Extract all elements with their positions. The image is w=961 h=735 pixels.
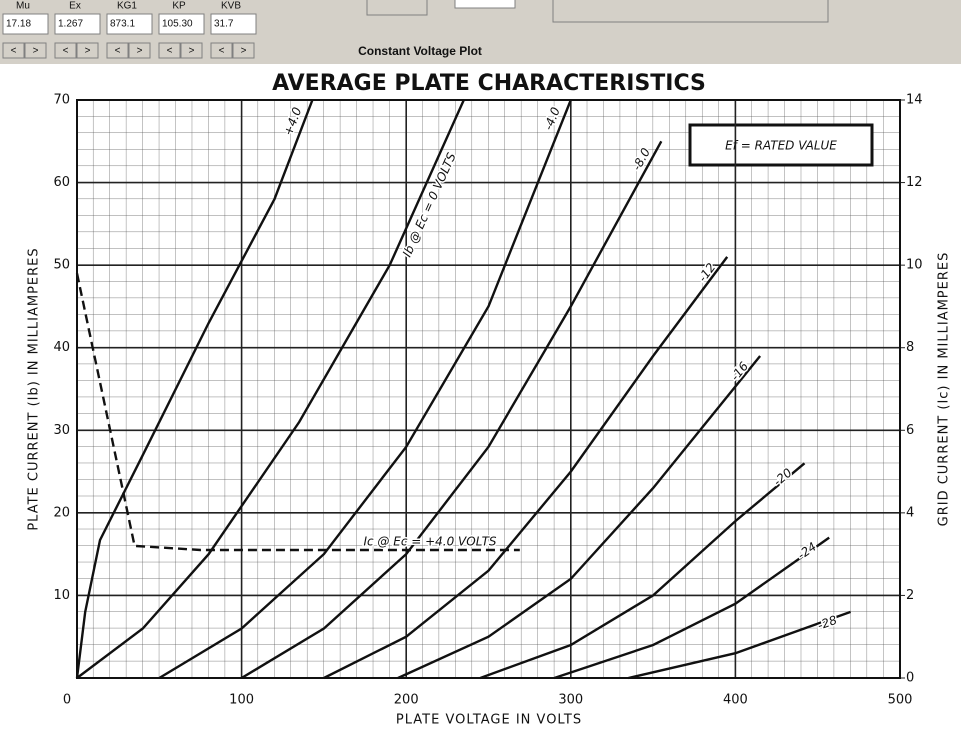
param-input[interactable] bbox=[54, 13, 101, 35]
step-button-label: < bbox=[167, 46, 173, 57]
x-axis-label: PLATE VOLTAGE IN VOLTS bbox=[396, 713, 582, 728]
x-tick-label: 200 bbox=[394, 693, 419, 708]
curve bbox=[75, 99, 314, 679]
curve bbox=[323, 256, 729, 680]
step-button[interactable] bbox=[232, 42, 255, 59]
y-tick-label: 70 bbox=[53, 93, 70, 108]
y-tick-label: 60 bbox=[53, 175, 70, 190]
step-button[interactable] bbox=[2, 42, 25, 59]
annotation: Ef = RATED VALUE bbox=[725, 139, 837, 153]
param-input[interactable] bbox=[210, 13, 257, 35]
param-label: KG1 bbox=[117, 1, 137, 12]
curve bbox=[75, 273, 520, 552]
step-button[interactable] bbox=[76, 42, 99, 59]
y-tick-label: 20 bbox=[53, 505, 70, 520]
y-axis-label: PLATE CURRENT (Ib) IN MILLIAMPERES bbox=[27, 247, 42, 530]
y2-tick-label: 12 bbox=[906, 175, 923, 190]
curve bbox=[397, 355, 762, 680]
y2-tick-label: 0 bbox=[906, 671, 914, 686]
step-button-label: > bbox=[137, 46, 143, 57]
y-tick-label: 30 bbox=[53, 423, 70, 438]
plot-frame bbox=[76, 99, 901, 679]
plot-label: Constant Voltage Plot bbox=[358, 44, 482, 58]
param-label: KP bbox=[172, 1, 186, 12]
param-label: Ex bbox=[69, 1, 81, 12]
curve bbox=[158, 99, 572, 680]
curve bbox=[628, 610, 852, 680]
step-button[interactable] bbox=[24, 42, 47, 59]
param-input[interactable] bbox=[106, 13, 153, 35]
curve bbox=[240, 140, 663, 680]
y2-tick-label: 4 bbox=[906, 505, 914, 520]
step-button-label: < bbox=[63, 46, 69, 57]
x-tick-label: 300 bbox=[558, 693, 583, 708]
param-value: 873.1 bbox=[110, 19, 135, 30]
step-button[interactable] bbox=[210, 42, 233, 59]
param-value: 17.18 bbox=[6, 19, 31, 30]
step-button-label: > bbox=[85, 46, 91, 57]
y-tick-label: 10 bbox=[53, 588, 70, 603]
step-button-label: < bbox=[11, 46, 17, 57]
param-input[interactable] bbox=[2, 13, 49, 35]
annotation-box bbox=[688, 123, 874, 167]
step-button-label: > bbox=[33, 46, 39, 57]
y2-tick-label: 6 bbox=[906, 423, 914, 438]
curve bbox=[553, 536, 830, 680]
x-tick-label: 500 bbox=[888, 693, 913, 708]
step-button[interactable] bbox=[158, 42, 181, 59]
param-label: Mu bbox=[16, 1, 30, 12]
x-tick-label: 100 bbox=[229, 693, 254, 708]
step-button-label: > bbox=[241, 46, 247, 57]
step-button-label: > bbox=[189, 46, 195, 57]
param-value: 1.267 bbox=[58, 19, 83, 30]
param-input[interactable] bbox=[158, 13, 205, 35]
button-partial[interactable] bbox=[366, 0, 428, 16]
minor-grid bbox=[77, 100, 900, 678]
step-button-label: < bbox=[219, 46, 225, 57]
step-button[interactable] bbox=[180, 42, 203, 59]
title-bg bbox=[285, 70, 693, 98]
group-box-partial bbox=[552, 0, 829, 23]
param-label: KVB bbox=[221, 1, 241, 12]
chart-title: AVERAGE PLATE CHARACTERISTICS bbox=[272, 71, 706, 96]
y-tick-label: 40 bbox=[53, 340, 70, 355]
step-button[interactable] bbox=[128, 42, 151, 59]
input-partial[interactable] bbox=[454, 0, 516, 9]
param-value: 105.30 bbox=[162, 19, 193, 30]
step-button[interactable] bbox=[106, 42, 129, 59]
y2-axis-label: GRID CURRENT (Ic) IN MILLIAMPERES bbox=[937, 252, 952, 527]
param-value: 31.7 bbox=[214, 19, 234, 30]
x-tick-label: 400 bbox=[723, 693, 748, 708]
curve-label: Ic @ Ec = +4.0 VOLTS bbox=[363, 535, 496, 549]
step-button-label: < bbox=[115, 46, 121, 57]
y-tick-label: 50 bbox=[53, 258, 70, 273]
curve bbox=[479, 462, 806, 680]
y2-tick-label: 10 bbox=[906, 258, 923, 273]
y2-tick-label: 2 bbox=[906, 588, 914, 603]
x-tick-label: 0 bbox=[63, 693, 71, 708]
y2-tick-label: 8 bbox=[906, 340, 914, 355]
curve bbox=[76, 99, 465, 679]
step-button[interactable] bbox=[54, 42, 77, 59]
y2-tick-label: 14 bbox=[906, 93, 923, 108]
